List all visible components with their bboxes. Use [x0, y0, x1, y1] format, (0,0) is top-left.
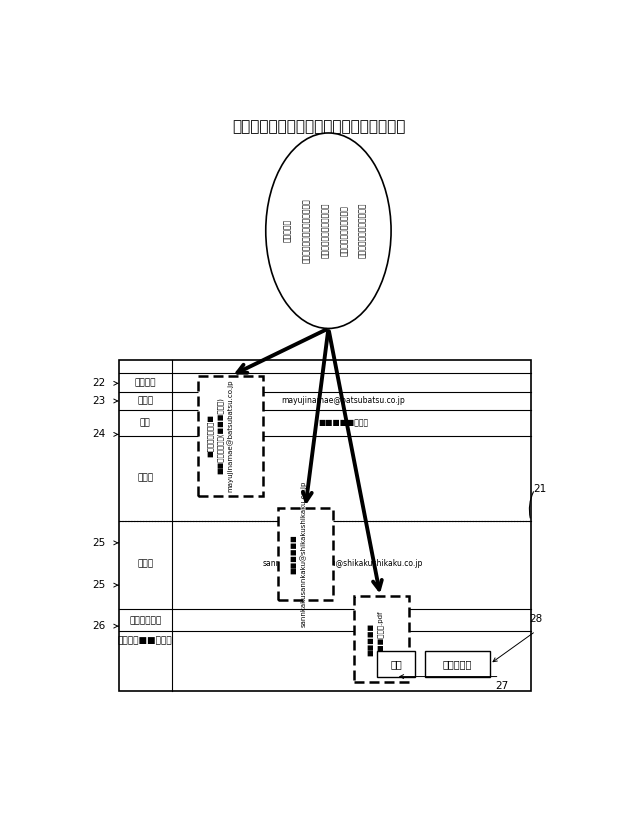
Bar	[119, 360, 531, 691]
Text: が表示されるが、ここで: が表示されるが、ここで	[340, 206, 348, 256]
Text: 送信確認: 送信確認	[134, 379, 156, 388]
Text: sannkakusannkaku@shikakushikaku.co.jp: sannkakusannkaku@shikakushikaku.co.jp	[262, 559, 423, 568]
Text: 28: 28	[529, 613, 542, 623]
Bar	[278, 508, 333, 600]
Text: 本実施形態における送信確認画面を示す図: 本実施形態における送信確認画面を示す図	[232, 119, 406, 134]
Text: 組織内: 組織内	[137, 473, 153, 482]
Text: 26: 26	[92, 621, 105, 631]
Text: 送信画面と類似する情報を: 送信画面と類似する情報を	[321, 203, 330, 259]
Text: 送信: 送信	[390, 659, 402, 669]
Text: 組織外: 組織外	[137, 559, 153, 568]
Text: 25: 25	[92, 538, 105, 548]
Text: mayujinamae@batsubatsu.co.jp: mayujinamae@batsubatsu.co.jp	[281, 396, 405, 405]
Text: ■■お見積り回答(■■■会社様): ■■お見積り回答(■■■会社様)	[216, 397, 223, 474]
Bar	[377, 651, 415, 676]
Text: 添付ファイル: 添付ファイル	[129, 616, 161, 625]
Text: 表示（模倣インタフェース）を: 表示（模倣インタフェース）を	[302, 198, 311, 263]
Text: mayujinamae@batsubatsu.co.jp: mayujinamae@batsubatsu.co.jp	[226, 379, 233, 492]
Text: 24: 24	[92, 429, 105, 440]
Ellipse shape	[266, 133, 391, 328]
Bar	[198, 376, 263, 495]
Text: 送信メールのチェック画面: 送信メールのチェック画面	[358, 203, 368, 259]
Text: 発生させる: 発生させる	[283, 219, 292, 242]
Text: ■■■■■会社様: ■■■■■会社様	[318, 418, 368, 427]
Text: 22: 22	[92, 378, 105, 388]
Text: お裁縫り■■会社様.pdf: お裁縫り■■会社様.pdf	[377, 611, 383, 667]
Text: 件名: 件名	[140, 418, 151, 427]
Text: 25: 25	[92, 580, 105, 590]
Text: sannkakusannkaku@shikakushikaku.co.jp: sannkakusannkaku@shikakushikaku.co.jp	[299, 481, 306, 627]
Bar	[425, 651, 490, 676]
Text: ■■■■■: ■■■■■	[368, 622, 373, 655]
Text: 27: 27	[495, 681, 509, 691]
Text: ■■■■■■: ■■■■■■	[290, 534, 297, 574]
Text: お裁縫り■■会社様: お裁縫り■■会社様	[118, 636, 172, 645]
Text: 21: 21	[533, 484, 546, 495]
Text: 23: 23	[92, 396, 105, 406]
Text: キャンセル: キャンセル	[443, 659, 472, 669]
Bar	[354, 596, 409, 681]
Text: ■：お裁縫り回答■: ■：お裁縫り回答■	[207, 414, 213, 457]
Text: 発信人: 発信人	[137, 396, 153, 405]
